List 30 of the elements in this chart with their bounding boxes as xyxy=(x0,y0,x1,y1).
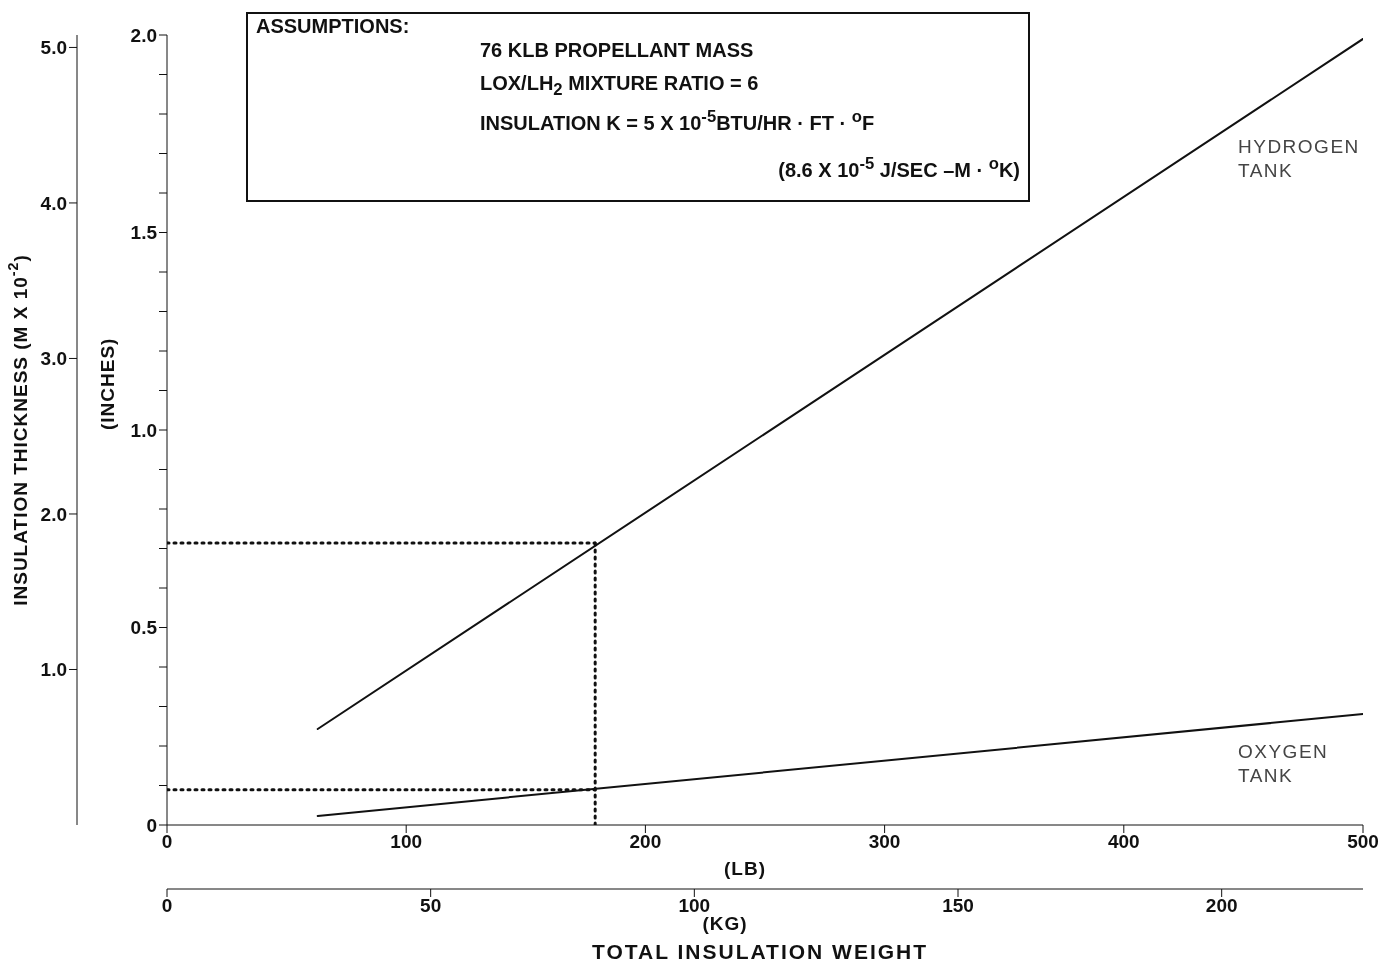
y2-tick-label: 2.0 xyxy=(40,503,67,525)
y-tick-label: 1.0 xyxy=(130,419,157,441)
x-tick-label: 0 xyxy=(161,831,173,853)
y2-tick-label: 3.0 xyxy=(40,348,67,370)
y-tick-label: 1.5 xyxy=(130,222,158,244)
x-tick-label: 100 xyxy=(390,831,423,853)
x-tick-label: 300 xyxy=(868,831,901,853)
y2-tick-label: 5.0 xyxy=(40,37,67,59)
x2-tick-label: 0 xyxy=(161,895,173,917)
y2-tick-label: 4.0 xyxy=(40,192,67,214)
annotation: LOX/LH$_{2}$ MIXTURE RATIO = 6 xyxy=(480,71,759,101)
annotation: INSULATION K = 5 X 10$^{-5}$BTU/HR · FT · $^{o}$F xyxy=(480,106,875,136)
x-tick-label: 200 xyxy=(629,831,662,853)
x2-tick-label: 50 xyxy=(420,895,442,917)
annotation: ASSUMPTIONS: xyxy=(256,14,410,39)
y-tick-label: 2.0 xyxy=(130,24,157,46)
series-label: HYDROGEN TANK xyxy=(1238,136,1360,182)
y-tick-label: 0 xyxy=(146,814,157,836)
series-label: OXYGEN TANK xyxy=(1238,741,1329,787)
annotation: (8.6 X 10$^{-5}$ J/SEC –M · $^{o}$K) xyxy=(778,153,1020,182)
annotation: 76 KLB PROPELLANT MASS xyxy=(480,38,754,63)
y-axis-title: (INCHES) xyxy=(96,337,118,430)
x2-tick-label: 200 xyxy=(1205,895,1238,917)
x2-tick-label: 150 xyxy=(942,895,974,917)
x-tick-label: 400 xyxy=(1107,831,1140,853)
x-axis-title: (LB) xyxy=(724,858,766,879)
y-tick-label: 0.5 xyxy=(130,617,158,639)
y2-tick-label: 1.0 xyxy=(40,659,67,681)
text: TOTAL INSULATION WEIGHT xyxy=(590,940,930,964)
x-tick-label: 500 xyxy=(1347,831,1379,853)
